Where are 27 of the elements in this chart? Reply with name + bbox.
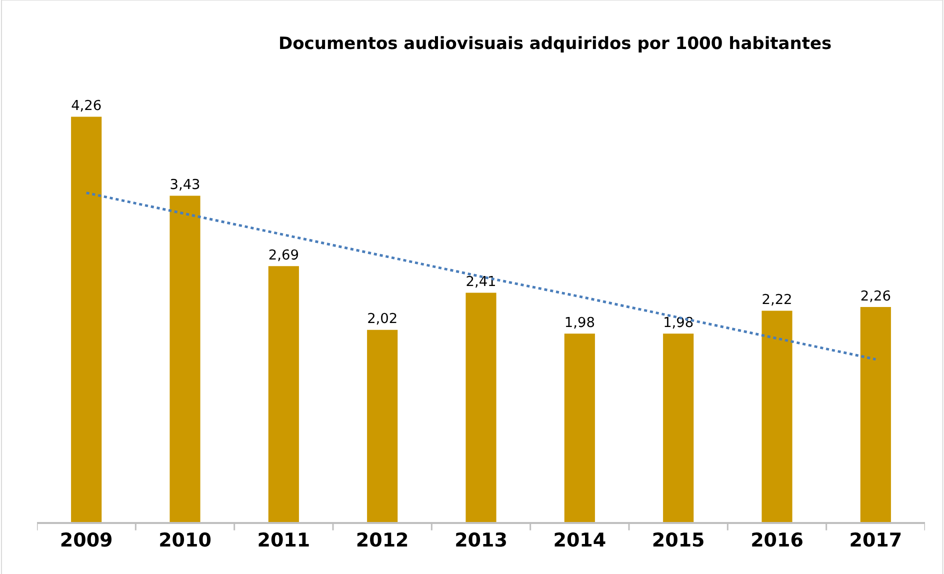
x-tick-label: 2009 — [60, 530, 113, 552]
data-label: 1,98 — [564, 315, 595, 332]
x-tick-label: 2013 — [454, 530, 508, 552]
bar — [663, 334, 694, 522]
data-label: 2,26 — [860, 288, 891, 304]
data-label: 2,02 — [367, 311, 398, 328]
data-label: 2,22 — [762, 292, 792, 308]
data-label: 3,43 — [170, 177, 200, 194]
bar — [564, 334, 595, 522]
bar — [170, 196, 200, 522]
data-label: 4,26 — [71, 98, 102, 114]
chart-title: Documentos audiovisuais adquiridos por 1000 habitantes — [278, 34, 832, 54]
x-tick-label: 2012 — [356, 530, 409, 552]
bar — [268, 266, 299, 522]
x-tick-label: 2015 — [652, 530, 705, 552]
data-label: 2,41 — [466, 274, 496, 290]
x-tick-label: 2014 — [553, 530, 606, 552]
bar — [71, 116, 102, 522]
x-tick-label: 2017 — [849, 530, 902, 552]
data-label: 2,69 — [268, 247, 299, 264]
bar — [762, 310, 792, 522]
bar — [466, 292, 496, 522]
x-tick-label: 2010 — [158, 530, 212, 552]
bar — [860, 307, 891, 522]
x-tick-label: 2011 — [257, 530, 310, 552]
bar — [367, 330, 398, 522]
x-tick-label: 2016 — [750, 530, 804, 552]
